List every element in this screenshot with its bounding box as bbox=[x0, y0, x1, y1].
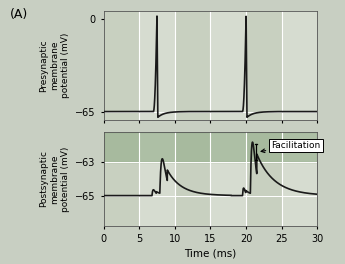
Bar bbox=[175, 132, 210, 226]
Bar bbox=[282, 132, 317, 226]
Bar bbox=[246, 132, 282, 226]
Bar bbox=[139, 11, 175, 120]
Bar bbox=[210, 132, 246, 226]
X-axis label: Time (ms): Time (ms) bbox=[184, 248, 237, 258]
Bar bbox=[104, 132, 139, 226]
Y-axis label: Postsynaptic
membrane
potential (mV): Postsynaptic membrane potential (mV) bbox=[39, 146, 70, 211]
Bar bbox=[175, 11, 210, 120]
Text: Facilitation: Facilitation bbox=[261, 141, 320, 153]
Bar bbox=[282, 11, 317, 120]
Y-axis label: Presynaptic
membrane
potential (mV): Presynaptic membrane potential (mV) bbox=[39, 33, 70, 98]
Bar bbox=[210, 11, 246, 120]
Bar bbox=[104, 132, 317, 162]
Bar bbox=[246, 11, 282, 120]
Bar bbox=[104, 11, 139, 120]
Bar bbox=[139, 132, 175, 226]
Text: (A): (A) bbox=[10, 8, 29, 21]
